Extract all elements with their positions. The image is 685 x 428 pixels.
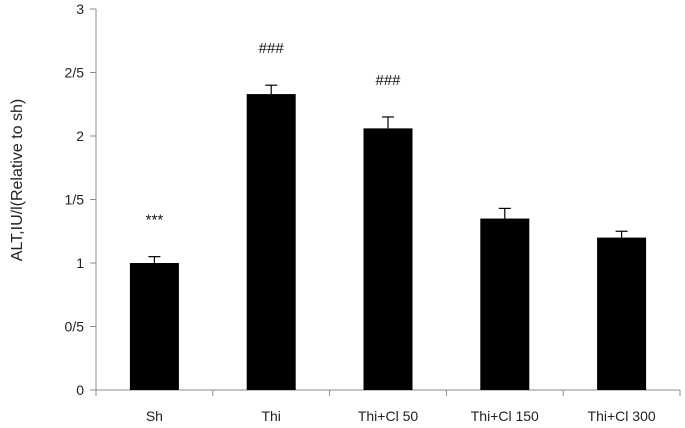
significance-label: ### xyxy=(259,40,285,57)
bar xyxy=(480,218,530,390)
y-axis-title: ALT,IU/l(Relative to sh) xyxy=(9,99,26,261)
significance-label: ### xyxy=(375,72,401,89)
error-bars xyxy=(148,84,628,263)
bar xyxy=(129,263,179,390)
bar xyxy=(597,237,647,390)
y-axis: 0 0/5 1 1/5 2 2/5 3 xyxy=(65,1,97,398)
x-category-label: Thi+Cl 150 xyxy=(471,408,539,424)
significance-label: *** xyxy=(146,212,164,229)
y-tick-label: 3 xyxy=(76,1,84,17)
bar xyxy=(246,94,296,390)
significance-annotations: *** ### ### xyxy=(146,40,402,228)
x-axis: Sh Thi Thi+Cl 50 Thi+Cl 150 Thi+Cl 300 xyxy=(95,389,681,424)
y-ticks: 0 0/5 1 1/5 2 2/5 3 xyxy=(65,1,96,398)
bars xyxy=(129,94,647,390)
x-category-label: Thi xyxy=(261,408,280,424)
x-ticks: Sh Thi Thi+Cl 50 Thi+Cl 150 Thi+Cl 300 xyxy=(95,390,681,424)
x-category-label: Sh xyxy=(146,408,163,424)
y-tick-label: 0 xyxy=(76,382,84,398)
y-tick-label: 1/5 xyxy=(65,192,85,208)
bar xyxy=(363,128,413,390)
x-category-label: Thi+Cl 50 xyxy=(358,408,419,424)
y-tick-label: 1 xyxy=(76,255,84,271)
x-category-label: Thi+Cl 300 xyxy=(588,408,656,424)
y-tick-label: 0/5 xyxy=(65,319,85,335)
y-tick-label: 2 xyxy=(76,128,84,144)
y-tick-label: 2/5 xyxy=(65,65,85,81)
